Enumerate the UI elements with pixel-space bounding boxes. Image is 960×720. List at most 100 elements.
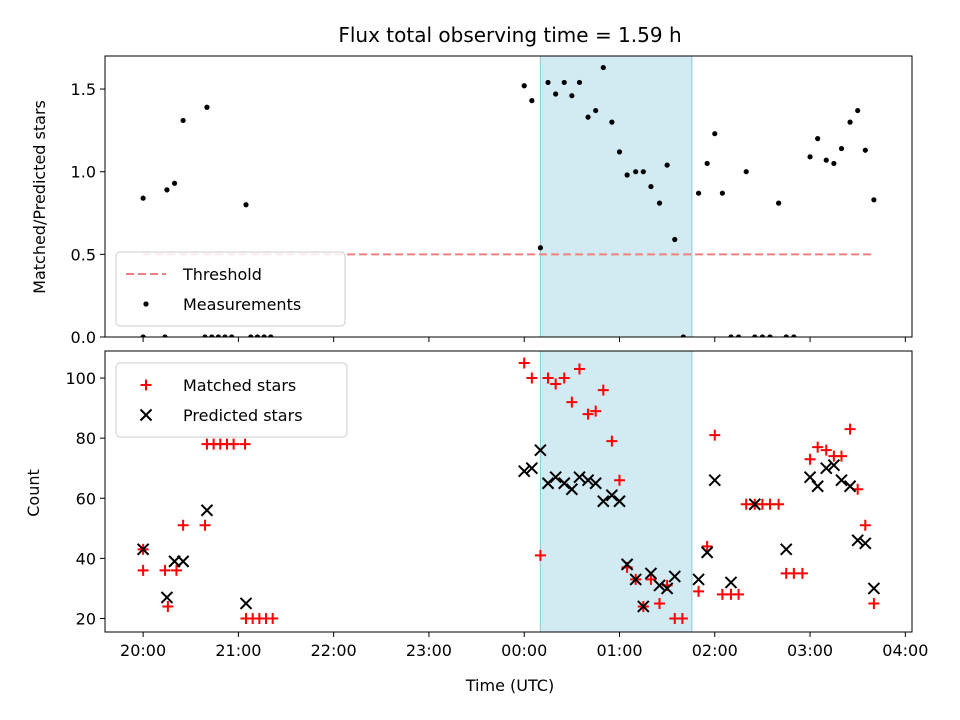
axes-frame [104, 55, 913, 338]
y-tick-label: 1.5 [71, 80, 96, 99]
measurements-point [569, 93, 575, 99]
measurements-point [640, 169, 646, 175]
predicted-stars-point [176, 555, 190, 568]
measurements-point [553, 91, 559, 97]
chart-title: Flux total observing time = 1.59 h [338, 23, 681, 47]
measurements-point [561, 79, 567, 86]
measurements-point [767, 334, 773, 337]
measurements-point [823, 157, 829, 163]
measurements-point [609, 119, 615, 125]
predicted-stars-point [835, 474, 848, 487]
measurements-point [268, 334, 274, 337]
predicted-stars-point [518, 465, 531, 478]
x-tick-label: 22:00 [311, 641, 357, 660]
legend-swatch-matched-stars [140, 379, 152, 391]
predicted-stars-point [160, 591, 174, 604]
predicted-stars-point [692, 573, 705, 586]
measurements-point [171, 180, 178, 186]
legend-swatch-measurements [143, 301, 149, 307]
y-tick-label: 20 [76, 609, 96, 628]
matched-stars-point [597, 384, 609, 396]
predicted-stars-point [700, 546, 714, 559]
measurements-point [616, 149, 623, 155]
measurements-point [838, 145, 845, 152]
data-layer [136, 357, 881, 624]
matched-stars-point [606, 435, 618, 447]
predicted-stars-point [867, 582, 881, 595]
x-tick-label: 20:00 [120, 641, 166, 660]
measurements-point [248, 334, 254, 337]
measurements-point [243, 202, 249, 208]
measurements-point [664, 162, 670, 168]
x-tick-label: 04:00 [882, 641, 928, 660]
measurements-point [815, 136, 821, 142]
measurements-point [704, 160, 710, 167]
matched-stars-point [177, 519, 189, 531]
measurements-point [791, 334, 797, 337]
x-tick-label: 02:00 [692, 641, 738, 660]
measurements-point [140, 195, 146, 201]
matched-stars-point [676, 612, 688, 624]
measurements-point [719, 190, 725, 196]
predicted-stars-point [780, 543, 793, 556]
predicted-stars-point [724, 576, 738, 589]
legend-label-matched-stars: Matched stars [183, 376, 296, 395]
measurements-point [600, 64, 606, 71]
predicted-stars-point [620, 558, 634, 571]
x-tick-label: 00:00 [501, 641, 547, 660]
predicted-stars-point [637, 600, 650, 613]
measurements-point [585, 114, 591, 120]
measurements-point [648, 183, 654, 190]
matched-stars-point [859, 519, 871, 531]
measurements-point [695, 190, 702, 196]
measurements-point [254, 334, 261, 337]
legend-box [115, 362, 348, 438]
legend-swatch-predicted-stars [139, 408, 153, 422]
y-tick-label: 100 [65, 369, 96, 388]
measurements-point [222, 334, 228, 337]
predicted-stars-point [843, 480, 857, 493]
predicted-stars-point [820, 462, 833, 475]
measurements-point [162, 334, 168, 337]
matched-stars-point [228, 438, 240, 450]
matched-stars-point [534, 549, 546, 561]
measurements-point [164, 187, 170, 193]
measurements-point [759, 334, 766, 337]
measurements-point [735, 334, 742, 337]
predicted-stars-point [859, 537, 872, 550]
measurements-point [204, 104, 210, 110]
bottom-y-axis-label: Count [24, 469, 43, 517]
legend-label-threshold: Threshold [182, 265, 262, 284]
predicted-stars-point [549, 471, 562, 484]
measurements-point [209, 334, 215, 337]
matched-stars-point [582, 408, 594, 420]
measurements-point [752, 334, 758, 337]
measurements-point [261, 334, 267, 337]
measurements-point [743, 169, 749, 175]
measurements-point [728, 334, 734, 337]
measurements-point [656, 200, 663, 206]
matched-stars-point [267, 612, 279, 624]
measurements-point [537, 245, 544, 251]
matched-stars-point [804, 453, 816, 465]
y-tick-label: 80 [76, 429, 96, 448]
predicted-stars-point [239, 597, 253, 610]
x-tick-label: 21:00 [215, 641, 261, 660]
matched-stars-point [590, 405, 602, 417]
matched-stars-point [170, 564, 182, 576]
measurements-point [680, 334, 686, 337]
legend-box [115, 251, 346, 327]
matched-stars-point [844, 423, 856, 435]
matched-stars-point [199, 519, 211, 531]
legend-label-measurements: Measurements [183, 295, 301, 314]
matched-stars-point [137, 564, 149, 576]
y-tick-label: 60 [76, 489, 96, 508]
matched-stars-point [654, 597, 666, 609]
matched-stars-point [613, 474, 625, 486]
measurements-point [624, 172, 630, 178]
measurements-point [871, 197, 877, 203]
axes-frame [104, 350, 913, 633]
measurements-point [847, 119, 853, 125]
predicted-stars-point [558, 477, 571, 490]
